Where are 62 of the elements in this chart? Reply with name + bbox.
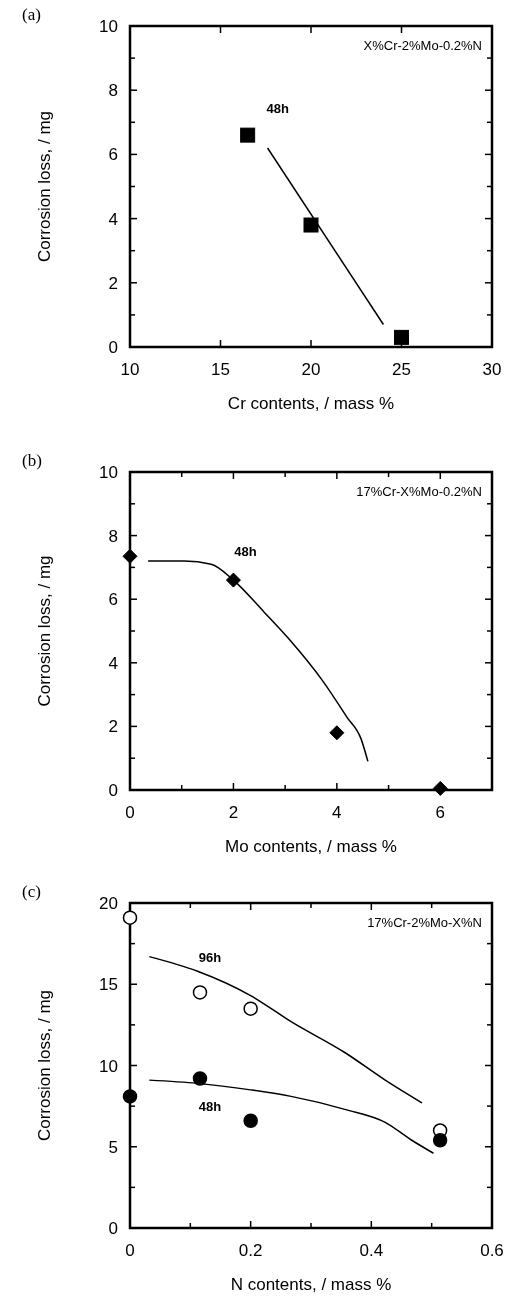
y-tick-label: 10 [99, 17, 118, 36]
y-tick-label: 10 [99, 1056, 118, 1076]
y-tick-label: 15 [99, 975, 118, 995]
series-label: 48h [198, 1098, 222, 1114]
x-tick-label: 0 [125, 803, 135, 822]
x-tick-label: 2 [228, 803, 239, 822]
x-tick-label: 15 [211, 360, 230, 379]
point [243, 1113, 258, 1128]
point [303, 217, 319, 233]
x-axis-title: Cr contents, / mass % [227, 394, 395, 413]
x-tick-label: 30 [482, 360, 502, 379]
x-tick-label: 6 [435, 803, 446, 822]
x-tick-label: 0.2 [238, 1241, 263, 1260]
line-series [148, 955, 423, 1104]
y-tick-label: 4 [108, 209, 118, 229]
y-axis-title: Corrosion loss, / mg [35, 555, 54, 707]
y-tick-label: 6 [108, 590, 118, 610]
line-series [147, 560, 369, 763]
y-tick-label: 0 [108, 1219, 118, 1238]
point [394, 329, 409, 345]
x-tick-label: 0.6 [480, 1241, 504, 1260]
y-tick-label: 20 [99, 894, 118, 913]
y-tick-label: 8 [108, 81, 118, 101]
annotation: 17%Cr-2%Mo-X%N [367, 915, 482, 930]
y-tick-label: 2 [108, 273, 118, 293]
series-label: 48h [234, 544, 257, 560]
y-tick-label: 0 [108, 781, 118, 800]
point [122, 548, 138, 564]
y-tick-label: 8 [108, 526, 118, 546]
y-axis-title: Corrosion loss, / mg [35, 110, 54, 263]
x-tick-label: 0 [125, 1241, 135, 1260]
y-tick-label: 10 [99, 463, 118, 482]
annotation: 17%Cr-X%Mo-0.2%N [356, 484, 482, 499]
point [432, 780, 448, 796]
y-tick-label: 2 [108, 717, 118, 737]
point [122, 910, 138, 925]
point [432, 1133, 448, 1148]
annotation: X%Cr-2%Mo-0.2%N [363, 38, 482, 53]
point [122, 1089, 138, 1104]
x-tick-label: 25 [392, 360, 411, 379]
y-tick-label: 5 [108, 1137, 118, 1157]
y-tick-label: 0 [108, 338, 118, 357]
x-tick-label: 4 [332, 803, 342, 822]
y-axis-title: Corrosion loss, / mg [35, 989, 54, 1142]
chart-title: (a) [22, 5, 41, 24]
x-tick-label: 10 [120, 360, 140, 379]
point [240, 127, 256, 143]
y-tick-label: 4 [108, 653, 118, 673]
x-tick-label: 0.4 [359, 1241, 384, 1260]
chart-title: (c) [22, 882, 41, 901]
chart-title: (b) [22, 451, 42, 470]
point [329, 725, 345, 741]
x-tick-label: 20 [301, 360, 321, 379]
x-axis-title: N contents, / mass % [230, 1275, 392, 1294]
y-tick-label: 6 [108, 145, 118, 165]
point [225, 572, 241, 588]
series-label: 48h [266, 101, 289, 117]
point [192, 985, 208, 1000]
series-label: 96h [198, 950, 222, 966]
x-axis-title: Mo contents, / mass % [225, 837, 397, 856]
point [243, 1001, 258, 1016]
point [192, 1071, 208, 1086]
